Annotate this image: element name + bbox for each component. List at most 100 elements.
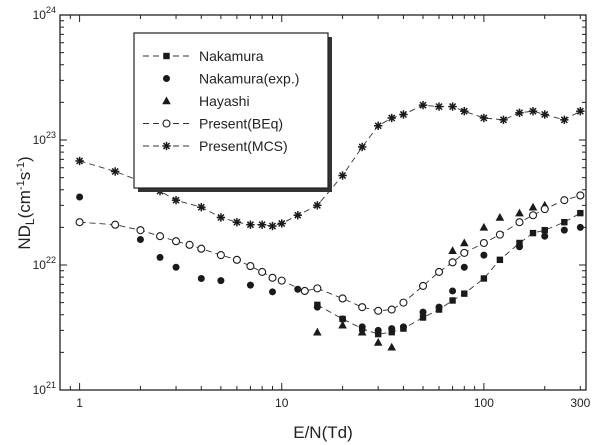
data-point [246, 262, 255, 271]
data-point [560, 115, 569, 125]
data-point [258, 267, 267, 276]
data-point [479, 222, 489, 231]
data-point [338, 171, 347, 180]
series-line [79, 104, 581, 227]
data-point [374, 326, 382, 334]
axis-ticks [59, 15, 586, 391]
y-tick-label: 1024 [33, 5, 56, 22]
data-point [449, 297, 456, 304]
data-point [419, 314, 427, 321]
y-tick-base: 10 [33, 8, 47, 22]
data-point [460, 263, 468, 271]
legend-marker [162, 119, 171, 128]
series-line [79, 195, 581, 312]
data-point [232, 217, 242, 227]
data-point [277, 219, 286, 228]
x-tick-label: 10 [275, 396, 289, 410]
data-point [399, 323, 407, 331]
data-point [338, 320, 347, 329]
data-point [460, 248, 469, 257]
legend-item: Nakamura(exp.) [163, 71, 299, 87]
data-point [496, 256, 504, 264]
data-point [268, 221, 277, 231]
data-point [448, 246, 457, 255]
data-point [246, 281, 254, 289]
x-tick-label: 100 [474, 396, 494, 410]
series-4 [75, 100, 585, 231]
y-tick-exp: 23 [46, 130, 56, 140]
series-0 [314, 209, 584, 338]
data-point [449, 287, 457, 295]
legend-marker [163, 75, 170, 82]
data-point [268, 273, 277, 282]
series-1 [76, 193, 584, 334]
y-axis-label-close: ) [15, 156, 34, 162]
data-point [171, 237, 181, 246]
data-point [561, 218, 568, 226]
data-point [529, 229, 537, 237]
data-point [516, 239, 523, 247]
legend-label: Nakamura(exp.) [199, 71, 299, 87]
legend-item: Nakamura [143, 48, 264, 64]
data-point [479, 238, 488, 248]
data-point [388, 325, 396, 333]
data-point [418, 100, 428, 110]
y-tick-exp: 24 [46, 5, 56, 15]
data-point [576, 106, 585, 116]
data-point [515, 218, 524, 227]
data-point [576, 223, 584, 231]
data-point [418, 281, 428, 290]
y-axis-label-mid: s [15, 172, 34, 181]
data-point [216, 251, 225, 260]
y-tick-base: 10 [33, 383, 47, 397]
y-tick-base: 10 [33, 258, 47, 272]
data-point [257, 220, 267, 229]
data-point [136, 235, 144, 243]
series-layer [75, 100, 585, 351]
x-tick-label: 1 [76, 396, 83, 410]
x-tick-labels: 1 10 100 300 [76, 396, 590, 410]
y-tick-exp: 21 [46, 380, 56, 390]
legend-marker [162, 96, 171, 105]
legend-label: Present(MCS) [199, 138, 288, 154]
data-point [232, 255, 241, 264]
data-point [515, 208, 524, 217]
y-tick-exp: 22 [46, 255, 56, 265]
data-point [515, 108, 524, 118]
data-point [172, 263, 180, 271]
y-tick-label: 1023 [33, 130, 56, 147]
data-point [293, 211, 302, 220]
y-axis-label: NDL(cm-1s-1) [15, 156, 37, 249]
data-point [387, 113, 396, 123]
data-point [528, 202, 538, 211]
data-point [399, 298, 408, 307]
y-axis-label-exp2: -1 [15, 162, 27, 172]
data-point [479, 113, 489, 123]
data-point [495, 230, 504, 239]
data-point [434, 102, 444, 111]
y-tick-label: 1022 [33, 255, 56, 272]
data-point [480, 275, 488, 282]
data-point [461, 290, 468, 297]
data-point [217, 277, 225, 285]
data-point [357, 327, 367, 336]
data-point [374, 330, 382, 338]
data-point [499, 115, 508, 125]
y-axis-label-exp1: -1 [15, 180, 27, 190]
y-tick-base: 10 [33, 133, 47, 147]
series-3 [75, 191, 585, 315]
data-point [435, 303, 443, 311]
data-point [216, 213, 226, 222]
data-point [155, 232, 165, 241]
y-tick-label: 1021 [33, 380, 56, 397]
data-point [448, 258, 457, 267]
data-point [560, 196, 569, 205]
data-point [246, 220, 255, 229]
legend-item: Present(BEq) [143, 116, 283, 132]
x-axis-label: E/N(Td) [293, 423, 353, 442]
legend-item: Hayashi [162, 93, 250, 109]
data-point [76, 193, 84, 201]
legend-label: Hayashi [199, 93, 250, 109]
plot-frame [59, 14, 587, 391]
